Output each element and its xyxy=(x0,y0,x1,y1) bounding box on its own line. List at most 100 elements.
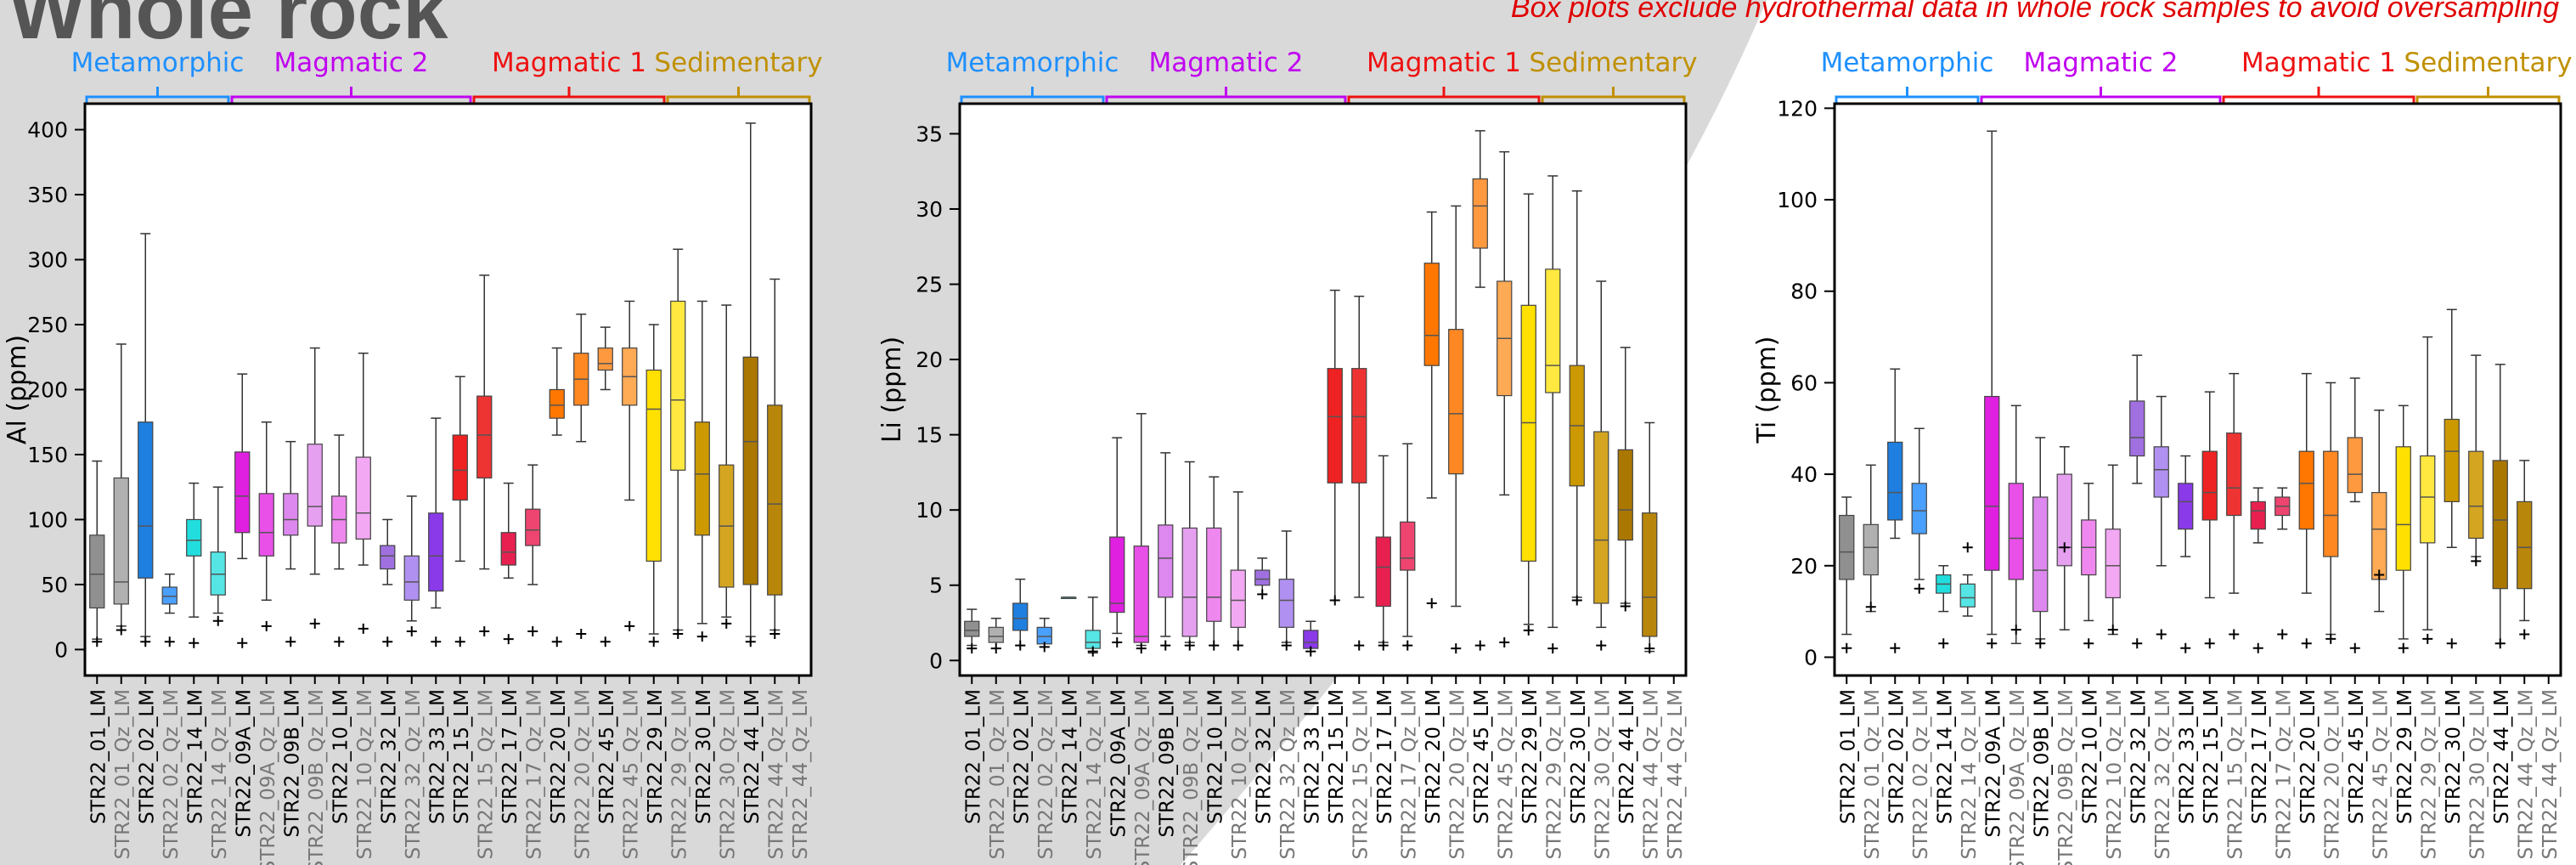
outlier-marker xyxy=(551,636,562,647)
al-boxplot-chart: Metamorphic Magmatic 2 Magmatic 1 Sedimenta… xyxy=(3,48,823,865)
x-tick-label: STR22_09A_Qz_LM xyxy=(2007,689,2029,865)
x-tick-label: STR22_15_LM xyxy=(2201,689,2223,824)
x-tick-label: STR22_02_LM xyxy=(136,689,158,824)
x-tick-label: STR22_44_Qz_LM xyxy=(790,689,812,860)
box-26 xyxy=(1593,280,1609,651)
box-9 xyxy=(1181,461,1198,651)
box-iqr xyxy=(1545,269,1561,393)
box-iqr xyxy=(1593,431,1609,604)
box-iqr xyxy=(1230,569,1246,628)
x-tick-label: STR22_02_LM xyxy=(1011,689,1033,824)
box-7 xyxy=(258,421,274,631)
x-tick-label: STR22_29_LM xyxy=(645,689,667,824)
outlier-marker xyxy=(2059,542,2070,553)
outlier-marker xyxy=(1209,640,1220,651)
box-5 xyxy=(210,486,226,626)
group-label-1: Magmatic 2 xyxy=(273,48,428,78)
outlier-marker xyxy=(1329,595,1340,606)
x-tick-label: STR22_09A_Qz_LM xyxy=(257,689,279,865)
outlier-marker xyxy=(261,620,272,631)
box-iqr xyxy=(670,300,686,471)
box-iqr xyxy=(2153,446,2169,498)
chart-note-subtitle: Box plots exclude hydrothermal data in w… xyxy=(1510,0,2559,24)
x-tick-label: STR22_09B_LM xyxy=(2031,689,2053,838)
box-iqr xyxy=(89,534,105,609)
x-tick-label: STR22_32_LM xyxy=(1253,689,1275,824)
box-iqr xyxy=(2226,432,2242,517)
x-tick-label: STR22_30_LM xyxy=(693,689,715,824)
box-24 xyxy=(2420,336,2436,644)
y-tick-label: 350 xyxy=(27,183,68,207)
box-23 xyxy=(645,324,662,647)
box-10 xyxy=(331,434,347,647)
x-tick-label: STR22_14_LM xyxy=(184,689,206,824)
outlier-marker xyxy=(721,618,732,629)
outlier-marker xyxy=(2374,569,2385,580)
outlier-marker xyxy=(696,631,707,642)
outlier-marker xyxy=(745,636,756,647)
outlier-marker xyxy=(2398,642,2409,653)
group-label-2: Magmatic 1 xyxy=(2241,48,2396,78)
outlier-marker xyxy=(1087,646,1098,657)
x-tick-label: STR22_17_Qz_LM xyxy=(1398,689,1420,860)
box-19 xyxy=(1423,211,1440,608)
y-tick-label: 0 xyxy=(929,648,943,673)
outlier-marker xyxy=(164,636,175,647)
box-iqr xyxy=(742,356,758,585)
box-iqr xyxy=(1839,514,1855,580)
outlier-marker xyxy=(2446,638,2457,649)
group-label-0: Metamorphic xyxy=(946,48,1119,78)
box-iqr xyxy=(597,347,613,371)
box-17 xyxy=(500,482,516,645)
box-iqr xyxy=(2420,455,2436,544)
box-iqr xyxy=(1278,579,1294,628)
outlier-marker xyxy=(309,618,320,629)
box-iqr xyxy=(1133,546,1149,643)
outlier-marker xyxy=(2519,629,2530,640)
box-2 xyxy=(1012,578,1029,651)
ti-boxplot-chart: Metamorphic Magmatic 2 Magmatic 1 Sedimenta… xyxy=(1752,48,2573,865)
box-iqr xyxy=(1036,626,1052,645)
x-tick-label: STR22_09B_Qz_LM xyxy=(2055,689,2077,865)
box-3 xyxy=(1911,427,1927,594)
box-iqr xyxy=(964,620,980,637)
x-tick-label: STR22_32_Qz_LM xyxy=(1277,689,1299,860)
box-iqr xyxy=(1984,395,2000,571)
box-9 xyxy=(2056,446,2072,630)
x-tick-label: STR22_17_LM xyxy=(1374,689,1396,824)
x-tick-label: STR22_14_LM xyxy=(1934,689,1956,824)
box-iqr xyxy=(2298,450,2314,530)
box-18 xyxy=(525,464,541,636)
outlier-marker xyxy=(1257,589,1268,600)
outlier-marker xyxy=(1402,640,1413,651)
x-tick-label: STR22_45_Qz_LM xyxy=(2370,689,2392,860)
x-tick-label: STR22_17_LM xyxy=(499,689,521,824)
x-tick-label: STR22_14_Qz_LM xyxy=(1084,689,1106,860)
box-19 xyxy=(549,347,565,647)
outlier-marker xyxy=(600,636,611,647)
x-tick-label: STR22_30_Qz_LM xyxy=(717,689,739,860)
box-iqr xyxy=(2008,483,2024,580)
x-tick-label: STR22_30_LM xyxy=(1568,689,1590,824)
x-tick-label: STR22_20_LM xyxy=(548,689,570,824)
box-28 xyxy=(767,278,783,640)
outlier-marker xyxy=(673,629,684,640)
box-21 xyxy=(2347,377,2363,653)
box-20 xyxy=(573,314,589,640)
y-tick-label: 20 xyxy=(916,348,943,372)
box-11 xyxy=(2105,464,2121,636)
outlier-marker xyxy=(116,625,127,636)
y-tick-label: 20 xyxy=(1790,554,1818,579)
group-label-3: Sedimentary xyxy=(1529,48,1697,78)
box-iqr xyxy=(500,532,516,566)
x-tick-label: STR22_09B_Qz_LM xyxy=(306,689,328,865)
y-tick-label: 150 xyxy=(27,443,68,467)
box-25 xyxy=(1569,189,1585,606)
outlier-marker xyxy=(2083,638,2094,649)
x-tick-label: STR22_01_Qz_LM xyxy=(987,689,1009,860)
box-15 xyxy=(2201,391,2218,649)
box-16 xyxy=(1351,295,1367,651)
group-label-0: Metamorphic xyxy=(1821,48,1994,78)
box-16 xyxy=(476,274,493,636)
box-14 xyxy=(428,417,444,647)
